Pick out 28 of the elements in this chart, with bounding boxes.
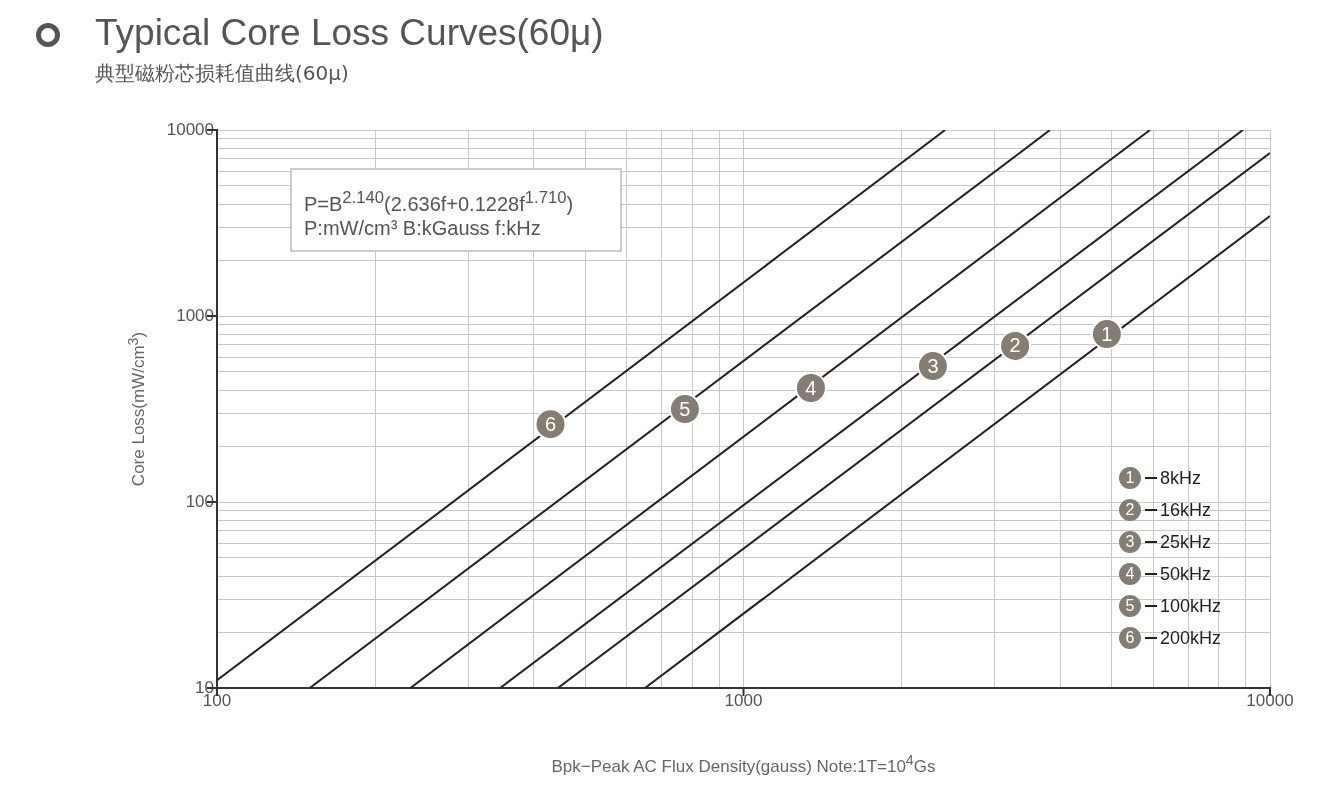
x-tick-label: 1000: [724, 690, 763, 710]
chart-title: Typical Core Loss Curves(60μ): [95, 12, 604, 54]
text: 6: [1125, 629, 1135, 647]
annotation: 4: [805, 376, 817, 399]
y-tick-label: 10000: [166, 119, 214, 139]
y-tick-label: 1000: [176, 305, 214, 325]
text: 5: [1125, 597, 1135, 615]
annotation: 6: [544, 412, 557, 435]
y-tick-label: 100: [185, 491, 214, 511]
text: 4: [1125, 565, 1135, 583]
legend-label: 50kHz: [1160, 563, 1212, 584]
legend-label: 16kHz: [1160, 499, 1212, 520]
text: 3: [1125, 533, 1135, 551]
annotation: 3: [927, 354, 939, 377]
annotation: 5: [679, 397, 691, 420]
chart-subtitle: 典型磁粉芯损耗值曲线(60μ): [95, 60, 349, 87]
legend-label: 100kHz: [1160, 595, 1222, 616]
x-axis-title: Bpk−Peak AC Flux Density(gauss) Note:1T=10$^{4}$Gs: [550, 752, 937, 777]
annotation: P:mW/cm³ B:kGauss f:kHz: [304, 216, 541, 239]
legend-label: 25kHz: [1160, 531, 1212, 552]
legend-label: 8kHz: [1160, 467, 1202, 488]
legend-label: 200kHz: [1160, 627, 1222, 648]
text: 2: [1125, 501, 1135, 519]
text: 1: [1125, 469, 1135, 487]
annotation: 1: [1101, 322, 1113, 345]
x-tick-label: 10000: [1246, 690, 1294, 710]
annotation: P=B$^{2.140}$(2.636f+0.1228f$^{1.710}$): [304, 188, 574, 215]
annotation: 2: [1009, 334, 1021, 357]
